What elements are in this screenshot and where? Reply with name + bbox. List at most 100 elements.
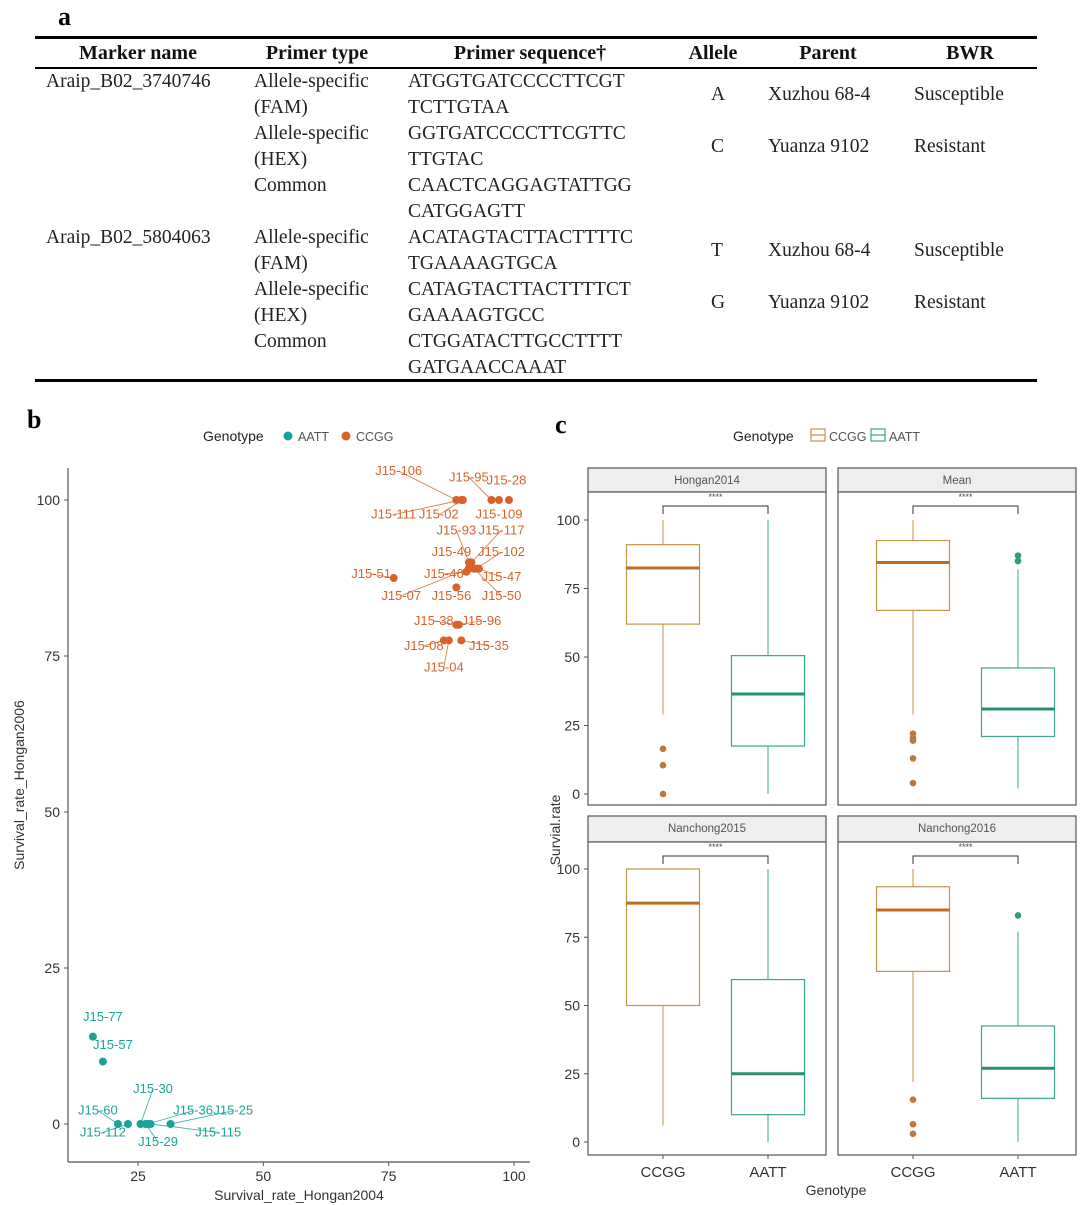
label-leader xyxy=(393,499,462,516)
point-label: J15-56 xyxy=(431,588,471,603)
facet-strip xyxy=(837,815,1077,843)
point-label: J15-25 xyxy=(213,1103,253,1118)
bwr-value: Resistant xyxy=(914,136,986,157)
label-leader xyxy=(473,568,502,597)
point-label: J15-02 xyxy=(419,507,459,522)
panel-label-b: b xyxy=(27,405,42,434)
facet-title: Nanchong2016 xyxy=(918,823,996,835)
facet-panel xyxy=(837,841,1077,1156)
facet-title: Mean xyxy=(943,475,972,487)
panel-label-a: a xyxy=(58,2,71,31)
legend-label-aatt: AATT xyxy=(298,430,329,444)
legend-label-ccgg: CCGG xyxy=(356,430,394,444)
significance-bracket xyxy=(912,505,1019,514)
facet-nanchong2016: Nanchong2016 **** CCGG AATT xyxy=(837,815,1077,1181)
point-label: J15-106 xyxy=(375,463,422,478)
y-axis-title: Survial.rate xyxy=(547,794,563,865)
y-axis-title: Survival_rate_Hongan2006 xyxy=(11,700,27,870)
label-leader xyxy=(150,1123,219,1133)
point-label: J15-28 xyxy=(487,472,527,487)
outlier-point xyxy=(909,755,917,762)
allele-value: G xyxy=(711,292,726,313)
data-point xyxy=(146,1120,155,1128)
data-point xyxy=(487,496,496,504)
significance-label: **** xyxy=(958,492,973,502)
point-label: J15-109 xyxy=(475,507,522,522)
point-label: J15-49 xyxy=(431,544,471,559)
parent-value: Xuzhou 68-4 xyxy=(768,84,871,105)
box-iqr xyxy=(875,886,951,972)
legend-label-ccgg: CCGG xyxy=(829,430,867,444)
y-tick-label: 50 xyxy=(564,998,580,1014)
bwr-value: Resistant xyxy=(914,292,986,313)
facet-panel xyxy=(837,491,1077,806)
y-tick-label: 25 xyxy=(564,718,580,734)
panel-label-c: c xyxy=(555,410,567,439)
label-leader xyxy=(401,568,470,597)
primer-type: Common xyxy=(254,175,327,196)
x-tick-label: AATT xyxy=(749,1164,786,1181)
data-point xyxy=(454,620,463,629)
data-point xyxy=(504,496,513,504)
x-tick-label: CCGG xyxy=(641,1164,686,1181)
y-tick-label: 25 xyxy=(44,960,60,976)
x-axis-title: Genotype xyxy=(806,1182,867,1198)
outlier-point xyxy=(659,790,667,798)
primer-sequence: CTGGATACTTGCCTTTT GATGAACCAAAT xyxy=(408,331,623,378)
marker-name: Araip_B02_3740746 xyxy=(46,71,211,92)
point-label: J15-04 xyxy=(424,660,464,675)
point-label: J15-08 xyxy=(404,638,444,653)
box-iqr xyxy=(980,1025,1056,1099)
label-leader xyxy=(471,530,502,563)
facet-panel xyxy=(587,491,827,806)
label-leader xyxy=(438,499,464,516)
y-tick-label: 100 xyxy=(37,492,61,508)
primer-type: Allele-specific (HEX) xyxy=(254,123,369,170)
label-leader xyxy=(102,1123,129,1133)
box-iqr xyxy=(875,539,951,612)
outlier-point xyxy=(1014,912,1022,919)
label-leader xyxy=(97,1110,119,1125)
bwr-value: Susceptible xyxy=(914,84,1004,105)
point-label: J15-115 xyxy=(195,1124,241,1139)
point-label: J15-36 xyxy=(173,1103,213,1118)
outlier-point xyxy=(659,761,667,769)
label-leader xyxy=(147,1110,194,1125)
point-label: J15-117 xyxy=(478,522,524,537)
facet-nanchong2015: Nanchong2015 **** 0 25 50 75 100 CCGG AATT xyxy=(557,815,827,1181)
data-point xyxy=(469,564,478,573)
primer-sequence: CATAGTACTTACTTTTCT GAAAAGTGCC xyxy=(408,279,631,326)
parent-value: Xuzhou 68-4 xyxy=(768,240,871,261)
data-point xyxy=(113,1120,122,1128)
box-iqr xyxy=(730,978,806,1116)
label-leader xyxy=(455,530,470,563)
point-label: J15-30 xyxy=(133,1081,173,1096)
significance-bracket xyxy=(662,505,769,514)
x-tick-label: 75 xyxy=(381,1168,397,1184)
table-bottom-rule xyxy=(35,379,1037,382)
scatter-plot: Genotype AATT CCGG 0 25 50 75 100 25 50 75 100 Survi… xyxy=(11,428,530,1203)
point-label: J15-77 xyxy=(83,1009,123,1024)
significance-bracket xyxy=(662,855,769,864)
outlier-point xyxy=(909,1120,917,1128)
x-tick-label: 50 xyxy=(256,1168,272,1184)
legend-key-aatt xyxy=(283,431,293,441)
label-leader xyxy=(468,476,492,501)
table-header-rule xyxy=(35,67,1037,69)
point-label: J15-60 xyxy=(78,1103,118,1118)
label-leader xyxy=(461,639,490,647)
label-leader xyxy=(478,568,502,578)
data-point xyxy=(467,558,476,567)
y-tick-label: 75 xyxy=(564,581,580,597)
allele-value: T xyxy=(711,240,723,261)
primer-sequence: CAACTCAGGAGTATTGG CATGGAGTT xyxy=(408,175,632,222)
primer-sequence: ACATAGTACTTACTTTTC TGAAAAGTGCA xyxy=(408,227,633,274)
y-tick-label: 0 xyxy=(52,1116,60,1132)
y-tick-label: 100 xyxy=(557,861,581,877)
facet-strip xyxy=(587,467,827,493)
primer-type: Common xyxy=(254,331,327,352)
facet-hongan2014: Hongan2014 **** 0 25 50 75 100 xyxy=(557,467,827,806)
outlier-point xyxy=(909,737,917,744)
point-label: J15-57 xyxy=(93,1037,133,1052)
y-tick-label: 0 xyxy=(572,786,580,802)
